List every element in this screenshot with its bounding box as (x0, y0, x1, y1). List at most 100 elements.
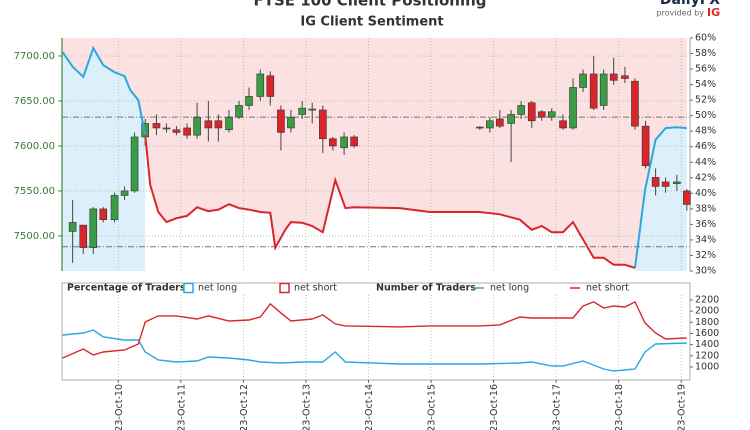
candle-body (235, 105, 243, 118)
y2-tick-label: 40% (695, 188, 716, 199)
candle-body (496, 118, 504, 127)
candle-body (204, 120, 213, 129)
candle-body (277, 109, 285, 133)
candle-body (162, 127, 171, 130)
y-tick-label: 7700.00 (14, 51, 55, 62)
candle-body (329, 138, 337, 147)
y2-tick-label: 42% (695, 172, 716, 183)
candle-body (214, 120, 223, 129)
y-tick-label: 7500.00 (14, 231, 55, 242)
candle-body (589, 73, 598, 109)
legend-swatch (183, 282, 194, 294)
y2-tick-label: 36% (695, 219, 716, 230)
long-area (634, 127, 687, 271)
legend-swatch (279, 282, 290, 294)
x-tick-label: 2023-Oct-10 (114, 384, 125, 430)
x-tick-label: 2023-Oct-14 (364, 384, 375, 430)
candle-body (621, 75, 629, 79)
x-tick-label: 2023-Oct-12 (239, 384, 250, 430)
x-tick-label: 2023-Oct-18 (614, 384, 625, 430)
candle-body (631, 80, 639, 127)
candle-body (183, 127, 191, 136)
candle-body (350, 136, 358, 147)
y-tick-label: 1600 (695, 328, 719, 339)
candle-body (661, 181, 670, 187)
legend-label: net short (294, 283, 337, 294)
candle-body (673, 181, 681, 185)
candle-body (245, 96, 253, 106)
short-area (62, 38, 146, 136)
candle-body (99, 208, 108, 221)
chart-title: FTSE 100 Client Positioning (253, 0, 486, 10)
y2-tick-label: 32% (695, 250, 716, 261)
candle-body (579, 73, 587, 88)
y-tick-label: 7600.00 (14, 141, 55, 152)
y2-tick-label: 54% (695, 79, 716, 90)
y2-tick-label: 50% (695, 110, 716, 121)
y-tick-label: 1200 (695, 350, 719, 361)
legend-label: net short (586, 283, 629, 294)
y2-tick-label: 52% (695, 95, 716, 106)
trader-line (62, 300, 687, 359)
y-tick-label: 2000 (695, 306, 719, 317)
x-tick-label: 2023-Oct-16 (489, 384, 500, 430)
y2-tick-label: 56% (695, 64, 716, 75)
candle-body (152, 123, 161, 129)
candle-body (517, 105, 525, 115)
candle-body (651, 177, 660, 187)
candle-body (683, 190, 691, 205)
y-tick-label: 1400 (695, 339, 719, 350)
provided-by: provided by (657, 9, 705, 18)
candle-body (298, 107, 306, 115)
brand: DailyFX (660, 0, 720, 8)
y2-tick-label: 44% (695, 157, 716, 168)
candle-body (486, 120, 494, 129)
candle-body (319, 109, 327, 140)
candle-body (266, 75, 275, 97)
y2-tick-label: 48% (695, 126, 716, 137)
candle-body (641, 125, 650, 167)
candle-body (537, 111, 546, 118)
lower-plot-frame (61, 282, 691, 381)
candle-body (609, 73, 618, 81)
brand-ig: IG (707, 6, 720, 19)
candle-body (287, 116, 295, 129)
candle-body (308, 108, 316, 111)
candle-body (547, 111, 556, 118)
y-tick-label: 1000 (695, 361, 719, 372)
y2-tick-label: 60% (695, 33, 716, 44)
chart-subtitle: IG Client Sentiment (300, 15, 443, 30)
candle-body (110, 195, 119, 221)
y2-tick-label: 46% (695, 141, 716, 152)
candle-body (599, 73, 608, 106)
y2-tick-label: 38% (695, 203, 716, 214)
x-tick-label: 2023-Oct-19 (677, 384, 688, 430)
candle-body (569, 87, 577, 129)
y-tick-label: 1800 (695, 317, 719, 328)
candle-body (193, 116, 201, 136)
y-tick-label: 7550.00 (14, 186, 55, 197)
candle-body (559, 120, 567, 129)
candle-body (476, 126, 484, 129)
candle-body (79, 224, 88, 248)
short-area (634, 38, 687, 268)
sentiment-line (61, 45, 687, 269)
candle-body (225, 116, 233, 131)
x-tick-label: 2023-Oct-13 (301, 384, 312, 430)
candle-body (120, 190, 129, 196)
x-tick-label: 2023-Oct-15 (427, 384, 438, 430)
candle-body (507, 114, 515, 124)
long-area (62, 48, 146, 272)
candle-body (130, 136, 139, 192)
y-tick-label: 2200 (695, 294, 719, 305)
legend-label: net long (490, 283, 529, 294)
y2-tick-label: 58% (695, 48, 716, 59)
candle-body (256, 73, 265, 97)
candle-body (340, 136, 348, 149)
y2-tick-label: 34% (695, 234, 716, 245)
legend-label: net long (198, 283, 237, 294)
x-tick-label: 2023-Oct-11 (176, 384, 187, 430)
legend-title: Percentage of Traders (67, 283, 186, 294)
